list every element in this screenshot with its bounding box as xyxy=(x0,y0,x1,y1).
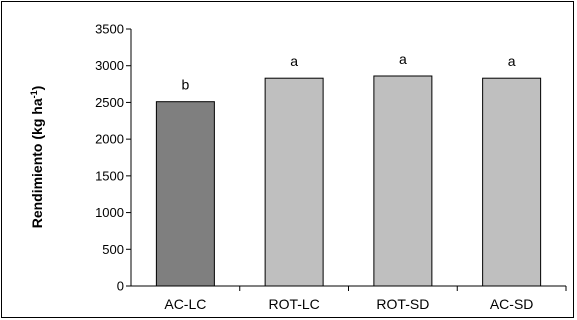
y-axis-label-superscript: -1 xyxy=(29,90,39,98)
x-axis-labels: AC-LC ROT-LC ROT-SD AC-SD xyxy=(164,286,567,312)
bars-group xyxy=(155,75,542,287)
y-axis-ticks: 0 500 1000 1500 2000 2500 3000 3500 xyxy=(95,22,131,294)
y-axis-label-close: ) xyxy=(29,86,45,91)
significance-label: a xyxy=(508,53,516,69)
x-tick-label: ROT-SD xyxy=(376,296,429,312)
y-tick-label: 0 xyxy=(117,279,124,294)
y-tick-label: 2000 xyxy=(95,132,124,147)
y-tick-label: 2500 xyxy=(95,95,124,110)
y-axis-label: Rendimiento (kg ha-1) xyxy=(29,86,45,229)
y-tick-label: 1500 xyxy=(95,168,124,183)
bar xyxy=(373,75,433,287)
bar xyxy=(264,77,324,287)
bar xyxy=(155,101,215,287)
x-tick-label: ROT-LC xyxy=(268,296,319,312)
y-tick-label: 1000 xyxy=(95,205,124,220)
significance-labels: b a a a xyxy=(181,51,515,93)
significance-label: b xyxy=(181,77,189,93)
y-tick-label: 3500 xyxy=(95,22,124,37)
x-tick-label: AC-SD xyxy=(490,296,534,312)
y-tick-label: 500 xyxy=(102,242,124,257)
significance-label: a xyxy=(399,51,407,67)
x-tick-label: AC-LC xyxy=(164,296,206,312)
significance-label: a xyxy=(290,53,298,69)
y-tick-label: 3000 xyxy=(95,58,124,73)
bar xyxy=(482,77,542,287)
